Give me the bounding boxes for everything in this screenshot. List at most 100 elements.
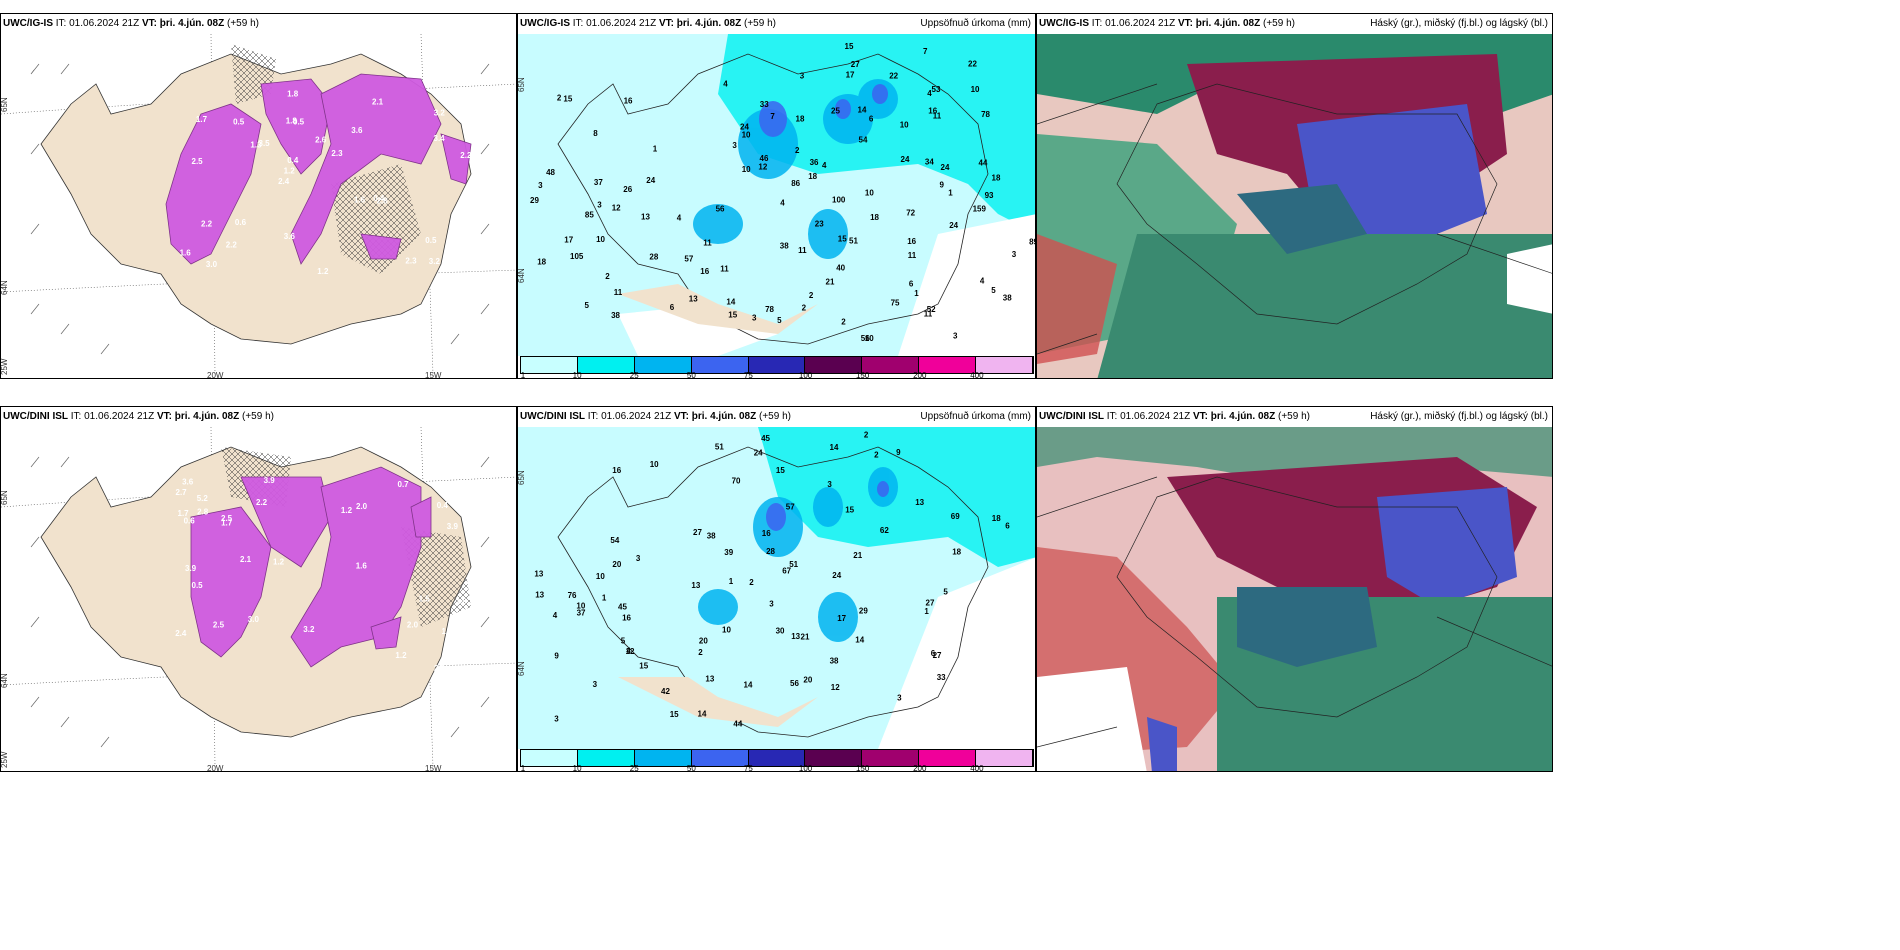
precip-value-label: 48 <box>546 168 555 177</box>
wind-value-label: 1.6 <box>356 562 368 571</box>
precip-value-label: 5 <box>585 301 590 310</box>
precip-value-label: 15 <box>670 710 679 719</box>
precip-value-label: 11 <box>798 246 807 255</box>
wind-value-label: 3.9 <box>185 564 197 573</box>
precip-value-label: 13 <box>691 581 700 590</box>
precip-value-label: 93 <box>985 191 994 200</box>
precip-value-label: 15 <box>776 466 785 475</box>
wind-value-label: 1.5 <box>419 595 431 604</box>
precip-value-label: 6 <box>869 115 874 124</box>
precip-value-label: 12 <box>758 162 767 171</box>
colorbar-tick-label: 200 <box>913 371 927 379</box>
precip-value-label: 4 <box>553 611 558 620</box>
wind-value-label: 2.2 <box>460 151 472 160</box>
precip-value-label: 20 <box>699 636 708 645</box>
precip-value-label: 18 <box>952 548 961 557</box>
precip-value-label: 72 <box>906 208 915 217</box>
wind-value-label: 1.5 <box>460 628 472 637</box>
precip-value-label: 159 <box>973 204 987 213</box>
precip-value-label: 76 <box>568 591 577 600</box>
wind-value-label: 2.2 <box>226 241 238 250</box>
colorbar-tick-label: 1 <box>520 764 526 772</box>
colorbar-segment <box>577 357 635 373</box>
wind-panel-igis: UWC/IG-IS IT: 01.06.2024 21Z VT: þri. 4.… <box>0 13 517 379</box>
wind-map: 3.2 2.5 3.2 2.4 3.6 3.0 1.8 2.6 2.2 3.5 1.6 2.2 0.5 2… <box>1 34 516 378</box>
wind-value-label: 2.4 <box>175 629 187 638</box>
wind-value-label: 2.6 <box>315 135 327 144</box>
lon-label-left: 25W <box>1 751 9 768</box>
wind-value-label: 2.5 <box>192 157 204 166</box>
precip-panel-igis: UWC/IG-IS IT: 01.06.2024 21Z VT: þri. 4.… <box>517 13 1036 379</box>
precip-value-label: 86 <box>791 179 800 188</box>
precip-value-label: 29 <box>859 607 868 616</box>
precip-value-label: 5 <box>943 587 948 596</box>
wind-value-label: 1.6 <box>180 249 192 258</box>
lat-label-top: 65N <box>518 77 526 92</box>
precip-value-label: 54 <box>610 536 619 545</box>
precip-value-label: 70 <box>732 477 741 486</box>
precip-value-label: 2 <box>557 93 562 102</box>
wind-map: 5.2 3.9 1.6 2.4 2.0 3.6 3.0 1.5 3.9 2.5 3.2 2.0 0.5 1… <box>1 427 516 772</box>
precip-value-label: 9 <box>940 181 945 190</box>
precip-value-label: 78 <box>981 110 990 119</box>
precip-value-label: 75 <box>891 299 900 308</box>
wind-value-label: 3.2 <box>303 625 315 634</box>
wind-value-label: 1.7 <box>196 115 208 124</box>
precip-value-label: 18 <box>796 114 805 123</box>
precip-value-label: 18 <box>992 514 1001 523</box>
wind-value-label: 2.3 <box>405 257 417 266</box>
wind-value-label: 1.3 <box>442 627 454 636</box>
cloud-panel-header: UWC/IG-IS IT: 01.06.2024 21Z VT: þri. 4.… <box>1039 18 1295 29</box>
precip-value-label: 56 <box>716 205 725 214</box>
precip-value-label: 46 <box>760 154 769 163</box>
wind-value-label: 3.6 <box>284 232 296 241</box>
lat-label-bottom: 64N <box>518 268 526 283</box>
precip-value-label: 52 <box>927 305 936 314</box>
lon-label-right: 15W <box>425 764 442 772</box>
precip-value-label: 38 <box>707 531 716 540</box>
precip-value-label: 22 <box>889 72 898 81</box>
wind-value-label: 0.5 <box>233 118 245 127</box>
precip-value-label: 13 <box>915 498 924 507</box>
precip-value-label: 36 <box>810 158 819 167</box>
precip-value-label: 51 <box>849 237 858 246</box>
wind-value-label: 1.2 <box>284 167 296 176</box>
precip-value-label: 6 <box>909 279 914 288</box>
precip-value-label: 34 <box>925 158 934 167</box>
precip-value-label: 24 <box>754 448 763 457</box>
precip-value-label: 3 <box>538 181 543 190</box>
wind-value-label: 0.5 <box>293 117 305 126</box>
precip-value-label: 20 <box>803 676 812 685</box>
wind-value-label: 1.3 <box>250 140 262 149</box>
cloud-panel-title: Háský (gr.), miðský (fj.bl.) og lágský (… <box>1370 411 1548 422</box>
precip-value-label: 38 <box>611 311 620 320</box>
wind-value-label: 2.5 <box>221 514 233 523</box>
precip-value-label: 10 <box>865 334 874 343</box>
precip-value-label: 15 <box>845 505 854 514</box>
precip-value-label: 3 <box>897 694 902 703</box>
precip-value-label: 4 <box>780 199 785 208</box>
precip-value-label: 10 <box>742 130 751 139</box>
wind-value-label: 2.3 <box>331 149 343 158</box>
precip-value-label: 15 <box>563 95 572 104</box>
wind-value-label: 1.6 <box>354 195 366 204</box>
precip-value-label: 13 <box>689 294 698 303</box>
wind-value-label: 0.5 <box>425 236 437 245</box>
colorbar-tick-label: 400 <box>970 764 984 772</box>
precip-value-label: 2 <box>809 291 814 300</box>
precip-value-label: 6 <box>670 303 675 312</box>
precip-value-label: 56 <box>790 679 799 688</box>
precip-value-label: 9 <box>554 652 559 661</box>
precip-value-label: 29 <box>530 196 539 205</box>
precip-value-label: 39 <box>724 548 733 557</box>
wind-value-label: 3.9 <box>264 476 276 485</box>
precip-value-label: 24 <box>941 163 950 172</box>
precip-value-label: 13 <box>791 632 800 641</box>
precip-value-label: 2 <box>749 578 754 587</box>
precip-colorbar <box>520 356 1034 374</box>
precip-value-label: 4 <box>822 161 827 170</box>
precip-value-label: 51 <box>789 560 798 569</box>
precip-value-label: 24 <box>832 571 841 580</box>
precip-value-label: 16 <box>700 267 709 276</box>
wind-value-label: 1.8 <box>287 90 299 99</box>
